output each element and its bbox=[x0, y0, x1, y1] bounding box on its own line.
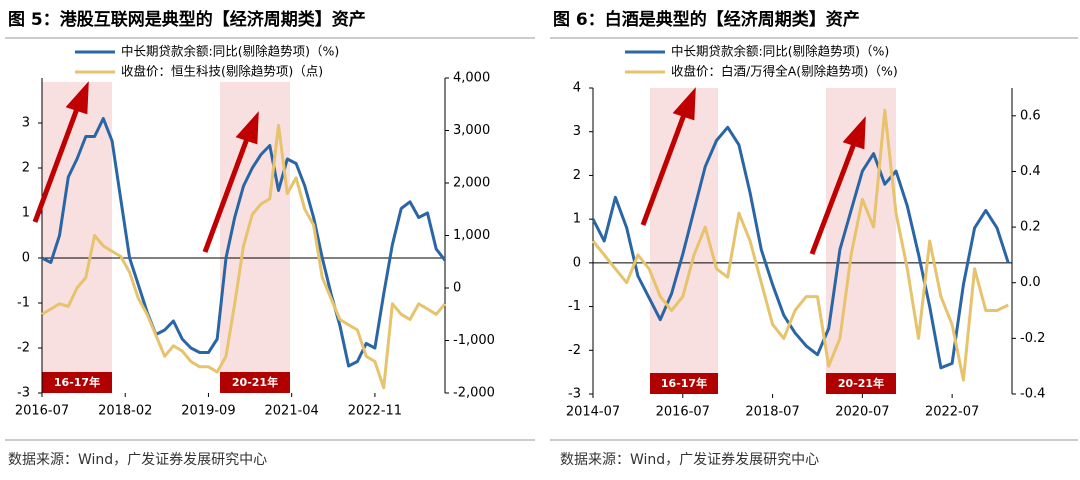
x-tick-label: 2019-09 bbox=[181, 404, 235, 419]
y-tick-label: 3 bbox=[573, 124, 581, 139]
plots: -3 -2 -1 0 1 2 3 -2,000 -1,000 0 1,000 2,000 3,000 4,… bbox=[15, 44, 1046, 420]
y2-tick-label: 0.2 bbox=[1020, 220, 1041, 235]
y-tick-label: 1 bbox=[22, 206, 30, 221]
x-tick-label: 2022-07 bbox=[925, 405, 979, 420]
period-label: 16-17年 bbox=[54, 375, 100, 389]
series-line bbox=[41, 123, 447, 390]
y-tick-label: 1 bbox=[573, 212, 581, 227]
period-tag bbox=[650, 373, 718, 394]
period-tag bbox=[42, 372, 112, 393]
y-tick-label: -2 bbox=[568, 343, 581, 358]
x-tick-label: 2020-07 bbox=[835, 405, 889, 420]
y2-tick-label: 2,000 bbox=[453, 176, 490, 191]
y-tick-label: 3 bbox=[22, 116, 30, 131]
y-tick-label: 2 bbox=[573, 168, 581, 183]
legend-label: 中长期贷款余额:同比(剔除趋势项)（%) bbox=[671, 44, 889, 59]
period-label: 16-17年 bbox=[661, 376, 707, 390]
y-tick-label: 0 bbox=[22, 251, 30, 266]
y2-tick-label: 1,000 bbox=[453, 228, 490, 243]
y-tick-label: -3 bbox=[17, 386, 30, 401]
chart-title: 图 6：白酒是典型的【经济周期类】资产 bbox=[553, 9, 860, 30]
y2-tick-label: 0.4 bbox=[1020, 164, 1041, 179]
arrow bbox=[640, 111, 688, 226]
arrow bbox=[32, 105, 81, 223]
y-tick-label: 4 bbox=[573, 81, 581, 96]
period-shade bbox=[42, 82, 112, 393]
y2-tick-label: -0.4 bbox=[1020, 387, 1045, 402]
period-label: 20-21年 bbox=[232, 375, 278, 389]
series-line bbox=[41, 117, 447, 368]
period-label: 20-21年 bbox=[838, 376, 884, 390]
x-tick-label: 2018-07 bbox=[745, 405, 799, 420]
y2-tick-label: -2,000 bbox=[453, 386, 495, 401]
x-tick-label: 2014-07 bbox=[566, 405, 620, 420]
y2-tick-label: 0.0 bbox=[1020, 275, 1041, 290]
legend-label: 收盘价：恒生科技(剔除趋势项)（点) bbox=[121, 64, 323, 79]
source-note: 数据来源：Wind，广发证券发展研究中心 bbox=[8, 452, 267, 468]
arrow-head bbox=[672, 87, 696, 121]
y-tick-label: -1 bbox=[568, 299, 581, 314]
y2-tick-label: 4,000 bbox=[453, 71, 490, 86]
x-tick-label: 2016-07 bbox=[656, 405, 710, 420]
y2-tick-label: 0 bbox=[453, 281, 461, 296]
y-tick-label: -2 bbox=[17, 341, 30, 356]
y2-tick-label: 3,000 bbox=[453, 123, 490, 138]
source-note: 数据来源：Wind，广发证券发展研究中心 bbox=[560, 452, 819, 468]
y-tick-label: -3 bbox=[568, 387, 581, 402]
arrows bbox=[32, 81, 866, 255]
x-tick-label: 2016-07 bbox=[15, 404, 69, 419]
legend-label: 中长期贷款余额:同比(剔除趋势项)（%) bbox=[121, 44, 339, 59]
arrow-head bbox=[842, 116, 866, 150]
arrow-head bbox=[235, 111, 259, 145]
y-tick-label: 0 bbox=[573, 255, 581, 270]
series-line bbox=[591, 125, 1010, 370]
x-tick-label: 2018-02 bbox=[98, 404, 152, 419]
y2-tick-label: -0.2 bbox=[1020, 331, 1045, 346]
series-line bbox=[591, 108, 1009, 382]
x-tick-label: 2021-04 bbox=[265, 404, 319, 419]
y-tick-label: -1 bbox=[17, 296, 30, 311]
y2-tick-label: 0.6 bbox=[1020, 108, 1041, 123]
chart-title: 图 5：港股互联网是典型的【经济周期类】资产 bbox=[8, 9, 366, 30]
y2-tick-label: -1,000 bbox=[453, 333, 495, 348]
y-tick-label: 2 bbox=[22, 161, 30, 176]
arrow bbox=[809, 140, 858, 255]
legend-label: 收盘价：白酒/万得全A(剔除趋势项)（%) bbox=[671, 64, 898, 79]
x-tick-label: 2022-11 bbox=[348, 404, 402, 419]
arrow-head bbox=[65, 81, 89, 115]
arrow bbox=[202, 135, 251, 253]
period-shade bbox=[650, 88, 718, 394]
period-tag bbox=[826, 373, 896, 394]
period-tag bbox=[220, 372, 290, 393]
